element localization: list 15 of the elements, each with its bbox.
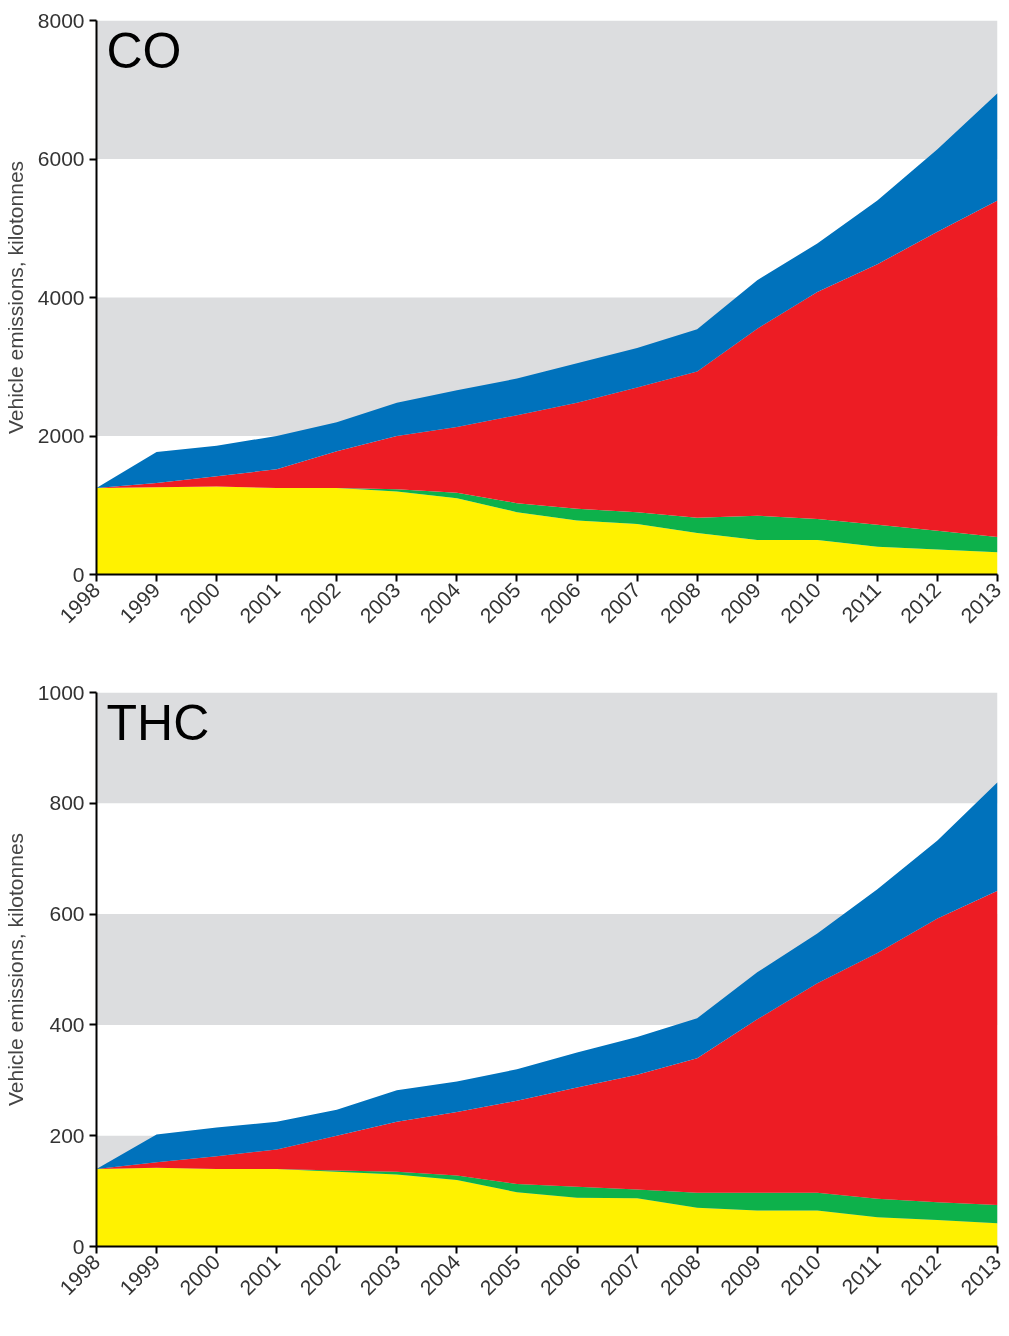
y-tick-label: 400 [49,1012,85,1036]
y-tick-label: 4000 [37,285,85,309]
chart-title: CO [106,22,182,79]
y-tick-label: 0 [72,1234,85,1258]
y-tick-label: 800 [49,791,85,815]
y-tick-label: 8000 [37,8,85,32]
y-axis-title: Vehicle emissions, kilotonnes [3,160,27,435]
chart-title: THC [106,694,210,751]
y-tick-label: 1000 [37,680,85,704]
y-axis-title: Vehicle emissions, kilotonnes [3,832,27,1107]
y-tick-label: 2000 [37,424,85,447]
y-tick-label: 600 [49,902,85,926]
y-tick-label: 6000 [37,147,85,170]
y-tick-label: 200 [49,1123,85,1147]
y-tick-label: 0 [72,562,85,586]
